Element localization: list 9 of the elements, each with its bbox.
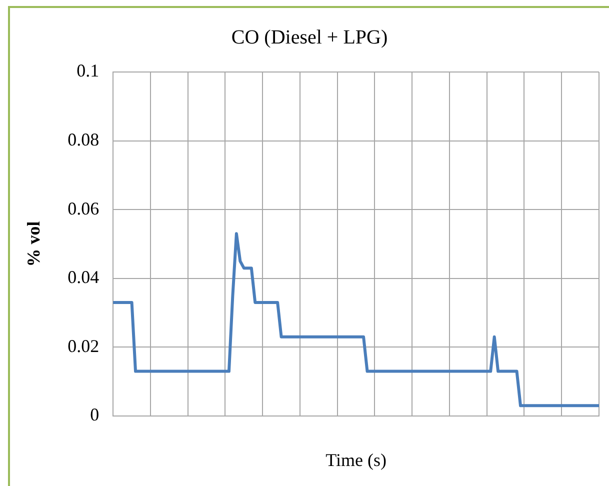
y-axis-title: % vol <box>23 221 44 267</box>
y-tick-label: 0 <box>90 404 100 425</box>
y-tick-label: 0.08 <box>68 130 100 150</box>
y-tick-label: 0.04 <box>68 267 100 288</box>
y-tick-label: 0.06 <box>68 198 100 218</box>
chart-title: CO (Diesel + LPG) <box>231 26 388 48</box>
x-axis-title: Time (s) <box>326 450 386 470</box>
y-tick-label: 0.02 <box>68 336 100 356</box>
y-tick-label: 0.1 <box>76 60 100 81</box>
